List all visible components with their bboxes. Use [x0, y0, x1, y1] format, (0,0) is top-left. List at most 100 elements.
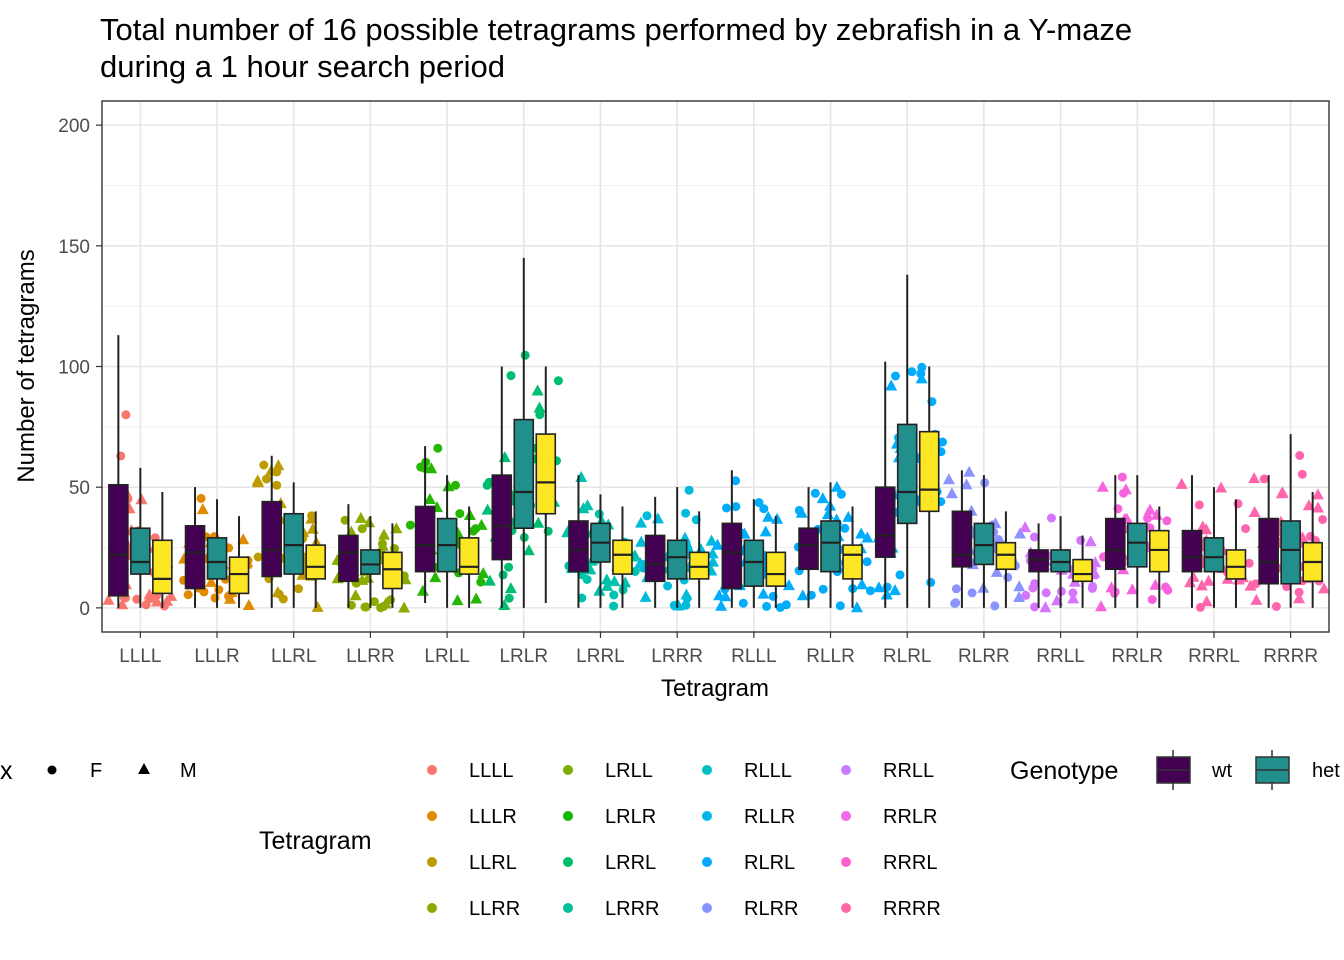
sex-legend: x F M — [0, 757, 197, 785]
x-tick-label: LLLL — [119, 646, 161, 667]
data-point-F — [810, 488, 820, 498]
x-axis: LLLL LLLR LLRL LLRR LRLL LRLR LRRL LRRR RLLL RLLR… — [119, 632, 1318, 667]
data-point-F — [577, 593, 587, 603]
series-3-box — [688, 551, 710, 580]
wt-box — [1104, 517, 1126, 571]
data-point-M — [311, 600, 324, 612]
legend-label-LLLR: LLLR — [469, 806, 517, 828]
data-point-F — [967, 588, 977, 598]
data-point-M — [1096, 480, 1109, 492]
data-point-M — [915, 372, 928, 384]
data-point-M — [251, 474, 264, 486]
data-point-M — [635, 535, 648, 547]
x-tick-label: RLRR — [958, 646, 1010, 667]
series-3-box — [535, 433, 557, 515]
legend-label-RRLL: RRLL — [883, 760, 934, 782]
data-point-M — [379, 597, 392, 609]
x-tick-label: LRLR — [499, 646, 548, 667]
data-point-F — [1029, 532, 1039, 542]
wt-box — [568, 520, 589, 573]
data-point-F — [840, 523, 850, 533]
data-point-F — [369, 597, 379, 607]
data-point-M — [771, 512, 784, 524]
legend-label-LLRR: LLRR — [469, 898, 520, 920]
y-axis-title: Number of tetragrams — [13, 249, 40, 482]
wt-box — [414, 505, 436, 573]
data-point-F — [781, 600, 791, 610]
data-point-M — [1200, 523, 1213, 535]
data-point-M — [713, 589, 726, 601]
data-point-M — [855, 527, 868, 539]
data-point-M — [1084, 535, 1097, 547]
data-point-F — [950, 599, 960, 608]
wt-box — [798, 527, 819, 571]
data-point-F — [253, 552, 263, 562]
data-point-M — [963, 465, 976, 477]
y-tick-label: 150 — [58, 237, 90, 258]
data-point-F — [1241, 524, 1251, 534]
wt-box — [184, 524, 206, 590]
data-point-M — [504, 582, 517, 594]
het-box — [130, 527, 151, 575]
data-point-M — [1019, 521, 1032, 533]
het-box — [820, 520, 841, 573]
data-point-M — [581, 499, 594, 511]
data-point-M — [423, 493, 436, 504]
data-point-F — [762, 601, 772, 611]
legend-label-RLLR: RLLR — [744, 806, 795, 828]
legend-key-F — [47, 765, 57, 775]
data-point-F — [294, 584, 303, 594]
tetragram-legend: Tetragram LLLL LLLR LLRL LLRR LRLL LRLR LRRL LR… — [259, 760, 941, 920]
legend-label-RRRR: RRRR — [883, 898, 941, 920]
wt-box — [338, 534, 359, 583]
series-3-box — [1072, 558, 1093, 583]
data-point-M — [477, 567, 490, 579]
data-point-F — [259, 460, 269, 470]
data-point-F — [1162, 516, 1172, 526]
x-tick-label: RLLL — [731, 646, 776, 667]
data-point-M — [1276, 486, 1289, 498]
data-point-M — [1248, 472, 1261, 484]
legend-key-RLRR — [702, 903, 712, 913]
legend-label-LRRR: LRRR — [605, 898, 659, 920]
data-point-M — [1312, 501, 1324, 513]
data-point-F — [759, 504, 769, 514]
chart-title-line-2: during a 1 hour search period — [100, 49, 505, 84]
series-3-box — [382, 551, 403, 590]
data-point-M — [533, 401, 546, 413]
data-point-F — [951, 584, 961, 594]
data-point-M — [885, 379, 898, 391]
data-point-F — [609, 601, 619, 611]
data-point-F — [419, 463, 429, 473]
legend-key-RLLR — [702, 811, 712, 821]
data-point-M — [363, 516, 376, 528]
data-point-F — [520, 350, 530, 360]
data-point-M — [470, 592, 483, 604]
data-point-M — [272, 459, 285, 471]
legend-label-LRLR: LRLR — [605, 806, 656, 828]
x-tick-label: RLLR — [806, 646, 855, 667]
data-point-F — [504, 562, 514, 572]
data-point-F — [1295, 451, 1305, 460]
legend-label-RRLR: RRLR — [883, 806, 937, 828]
data-point-F — [553, 376, 563, 386]
data-point-M — [135, 493, 148, 505]
het-box — [1280, 520, 1301, 585]
data-point-F — [1088, 581, 1098, 591]
series-3-box — [918, 430, 940, 513]
legend-label-het: het — [1312, 760, 1340, 782]
legend-key-M — [138, 763, 150, 774]
data-point-F — [274, 589, 284, 599]
data-point-F — [498, 570, 508, 580]
legend-key-RRLR — [841, 811, 851, 821]
data-point-F — [1318, 515, 1328, 524]
series-3-box — [842, 544, 863, 580]
wt-box — [261, 500, 283, 578]
data-point-F — [938, 437, 947, 447]
het-box — [973, 522, 995, 566]
legend-key-LRLL — [563, 765, 573, 775]
legend-label-RLRR: RLRR — [744, 898, 798, 920]
legend-key-LRRR — [563, 903, 573, 913]
het-box — [1050, 549, 1071, 573]
